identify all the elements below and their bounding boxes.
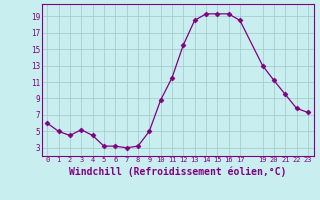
X-axis label: Windchill (Refroidissement éolien,°C): Windchill (Refroidissement éolien,°C) — [69, 166, 286, 177]
